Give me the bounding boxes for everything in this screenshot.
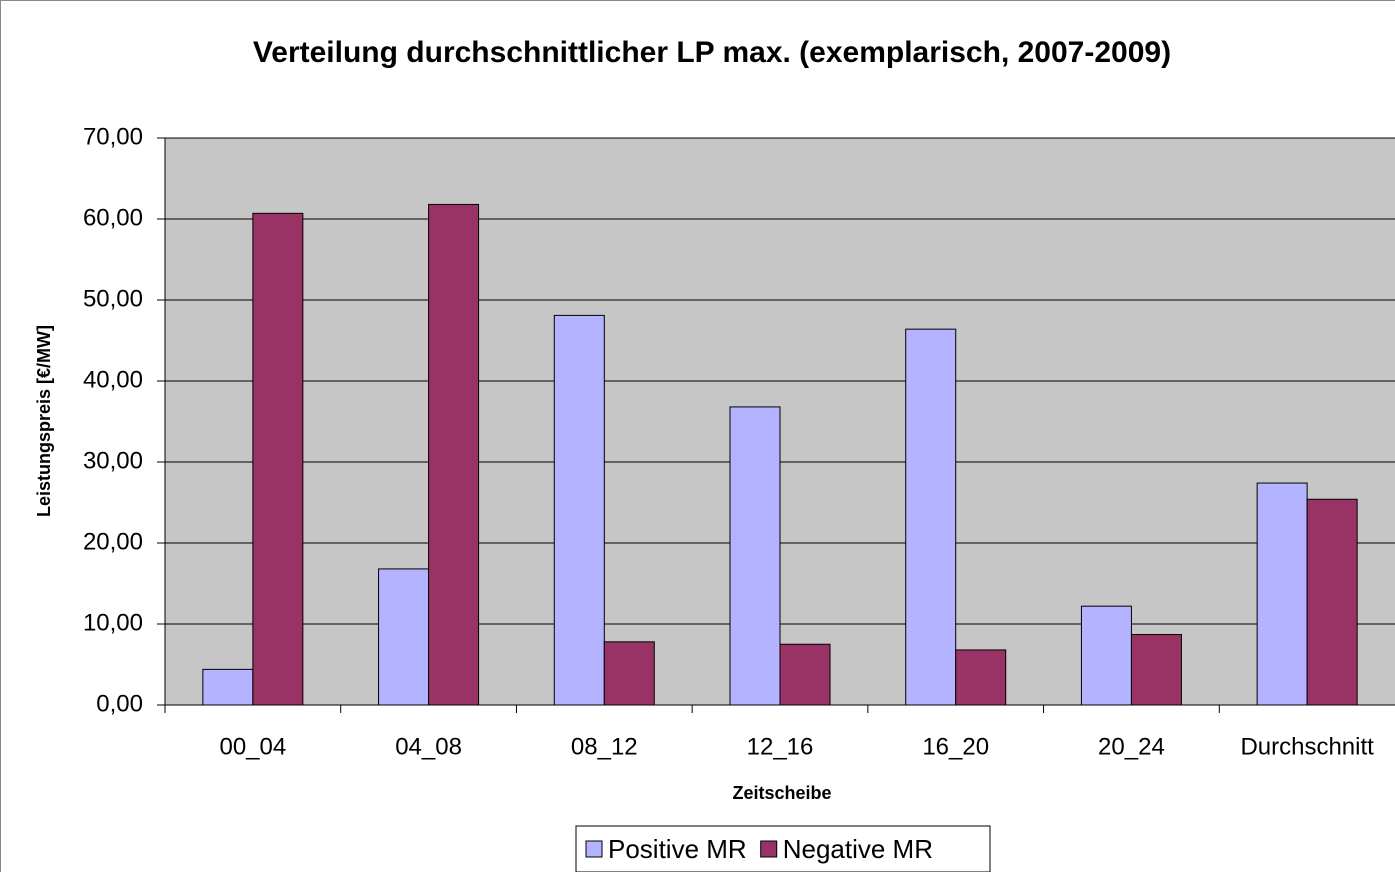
bar — [729, 406, 781, 706]
bar — [905, 328, 957, 706]
y-tick-label: 70,00 — [83, 123, 143, 150]
bar — [202, 668, 254, 706]
y-tick-label: 20,00 — [83, 528, 143, 555]
x-tick-label: Durchschnitt — [1240, 733, 1374, 760]
legend-swatch — [585, 840, 603, 858]
bar — [955, 649, 1007, 706]
x-tick-label: 20_24 — [1098, 733, 1165, 760]
x-tick-label: 08_12 — [571, 733, 638, 760]
chart-title: Verteilung durchschnittlicher LP max. (e… — [253, 36, 1171, 69]
bar — [1080, 605, 1132, 706]
x-tick-label: 04_08 — [395, 733, 462, 760]
bar — [603, 641, 655, 706]
y-tick-label: 30,00 — [83, 447, 143, 474]
y-tick-label: 60,00 — [83, 204, 143, 231]
legend-swatch — [760, 840, 778, 858]
legend-box — [575, 825, 991, 872]
y-tick-label: 40,00 — [83, 366, 143, 393]
bar — [1256, 482, 1308, 706]
bar — [428, 203, 480, 706]
bar — [252, 212, 304, 706]
bar — [1130, 634, 1182, 706]
x-axis-label: Zeitscheibe — [732, 783, 831, 803]
x-tick-label: 12_16 — [747, 733, 814, 760]
x-tick-label: 16_20 — [922, 733, 989, 760]
legend-label: Negative MR — [783, 834, 933, 864]
legend-label: Positive MR — [608, 834, 747, 864]
y-tick-label: 0,00 — [96, 690, 143, 717]
bar — [378, 568, 430, 706]
y-tick-label: 50,00 — [83, 285, 143, 312]
bar — [779, 643, 831, 706]
bar — [553, 314, 605, 706]
y-tick-label: 10,00 — [83, 609, 143, 636]
bar — [1306, 498, 1358, 706]
x-tick-label: 00_04 — [219, 733, 286, 760]
y-axis-label: Leistungspreis [€/MW] — [34, 325, 54, 517]
